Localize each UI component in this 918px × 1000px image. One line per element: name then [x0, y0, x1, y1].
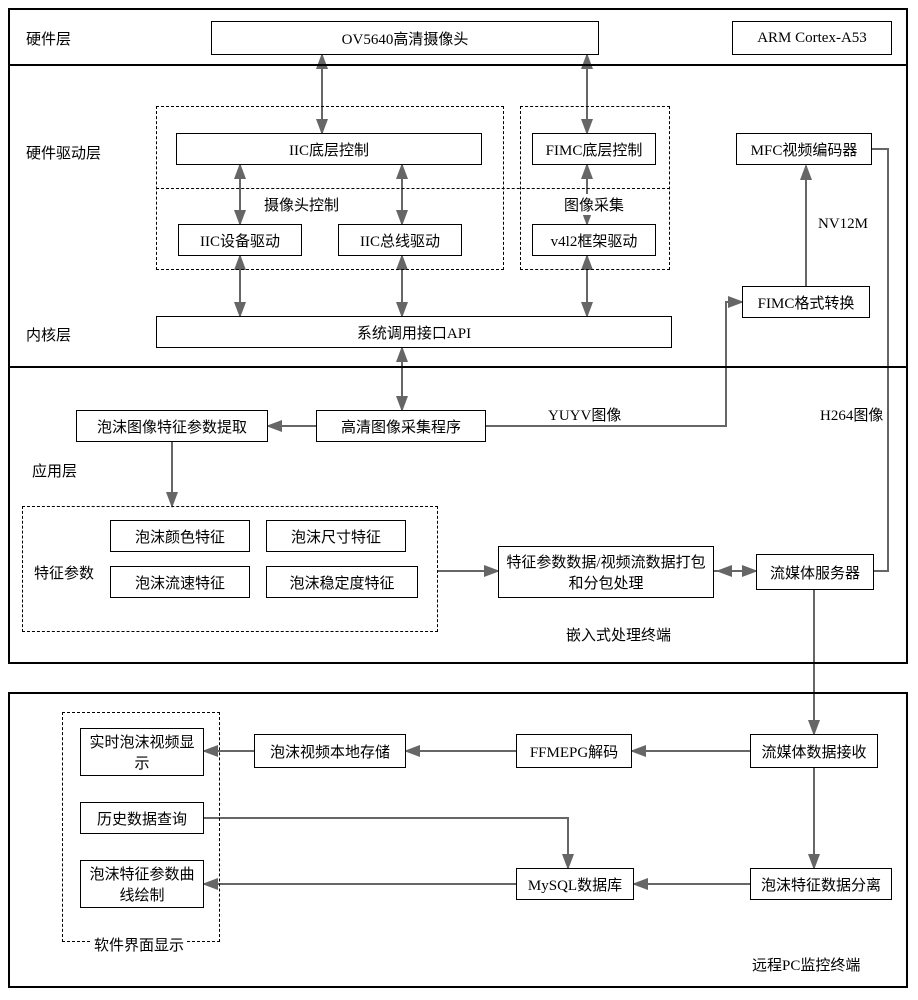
v4l2-node: v4l2框架驱动: [532, 224, 656, 256]
foam-stability-node: 泡沫稳定度特征: [266, 566, 418, 598]
yuyv-label: YUYV图像: [548, 404, 621, 425]
curve-text: 泡沫特征参数曲线绘制: [85, 863, 199, 905]
app-layer-label: 应用层: [30, 460, 79, 481]
feat-sep-node: 泡沫特征数据分离: [750, 868, 892, 900]
stream-server-node: 流媒体服务器: [756, 554, 874, 590]
feature-params-label: 特征参数: [32, 562, 96, 583]
foam-color-node: 泡沫颜色特征: [110, 520, 250, 552]
driver-layer-label: 硬件驱动层: [24, 142, 103, 163]
kernel-divider: [8, 366, 908, 368]
pack-text: 特征参数数据/视频流数据打包和分包处理: [503, 551, 709, 593]
iic-bus-node: IIC总线驱动: [338, 224, 462, 256]
image-capture-label: 图像采集: [562, 194, 626, 215]
iic-bottom-node: IIC底层控制: [176, 133, 482, 165]
realtime-node: 实时泡沫视频显示: [80, 728, 204, 776]
fimc-convert-node: FIMC格式转换: [742, 286, 870, 318]
curve-node: 泡沫特征参数曲线绘制: [80, 860, 204, 908]
history-node: 历史数据查询: [80, 802, 204, 834]
mfc-encoder-node: MFC视频编码器: [736, 133, 872, 165]
hardware-layer-label: 硬件层: [24, 28, 73, 49]
iic-dev-node: IIC设备驱动: [178, 224, 302, 256]
remote-label: 远程PC监控终端: [752, 954, 860, 975]
arm-node: ARM Cortex-A53: [732, 21, 892, 55]
ui-display-label: 软件界面显示: [92, 934, 186, 955]
mysql-node: MySQL数据库: [516, 868, 634, 900]
ov5640-node: OV5640高清摄像头: [211, 21, 599, 55]
hd-capture-node: 高清图像采集程序: [316, 410, 486, 442]
embedded-label: 嵌入式处理终端: [566, 624, 671, 645]
driver-mid-dash: [156, 188, 670, 189]
kernel-layer-label: 内核层: [24, 324, 73, 345]
diagram-canvas: 硬件层 OV5640高清摄像头 ARM Cortex-A53 硬件驱动层 IIC…: [6, 6, 912, 994]
fimc-bottom-node: FIMC底层控制: [532, 133, 656, 165]
foam-speed-node: 泡沫流速特征: [110, 566, 250, 598]
local-store-node: 泡沫视频本地存储: [254, 734, 406, 768]
realtime-text: 实时泡沫视频显示: [85, 731, 199, 773]
foam-size-node: 泡沫尺寸特征: [266, 520, 406, 552]
ffmpeg-node: FFMEPG解码: [516, 734, 632, 768]
nv12m-label: NV12M: [818, 216, 868, 233]
h264-label: H264图像: [820, 404, 883, 425]
api-node: 系统调用接口API: [156, 316, 672, 348]
camera-control-label: 摄像头控制: [262, 194, 341, 215]
pack-node: 特征参数数据/视频流数据打包和分包处理: [498, 546, 714, 598]
feature-extract-node: 泡沫图像特征参数提取: [76, 410, 268, 442]
stream-recv-node: 流媒体数据接收: [750, 734, 878, 768]
